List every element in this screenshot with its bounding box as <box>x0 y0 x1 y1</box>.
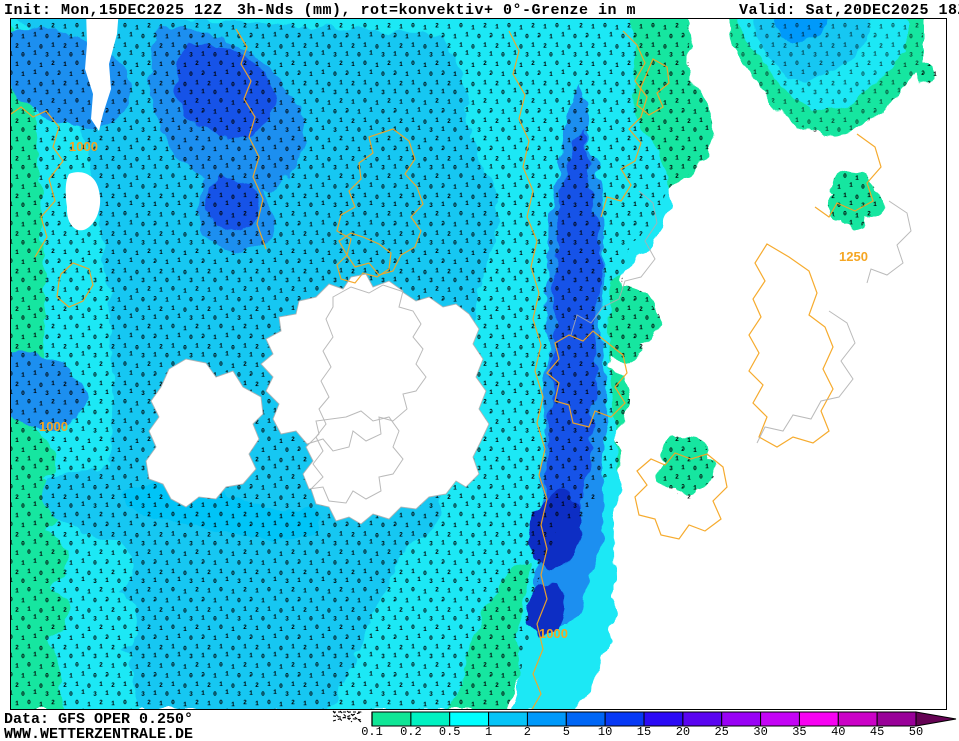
svg-text:1000: 1000 <box>539 626 568 641</box>
svg-text:1250: 1250 <box>839 249 868 264</box>
svg-text:1000: 1000 <box>39 419 68 434</box>
svg-text:1000: 1000 <box>69 139 98 154</box>
